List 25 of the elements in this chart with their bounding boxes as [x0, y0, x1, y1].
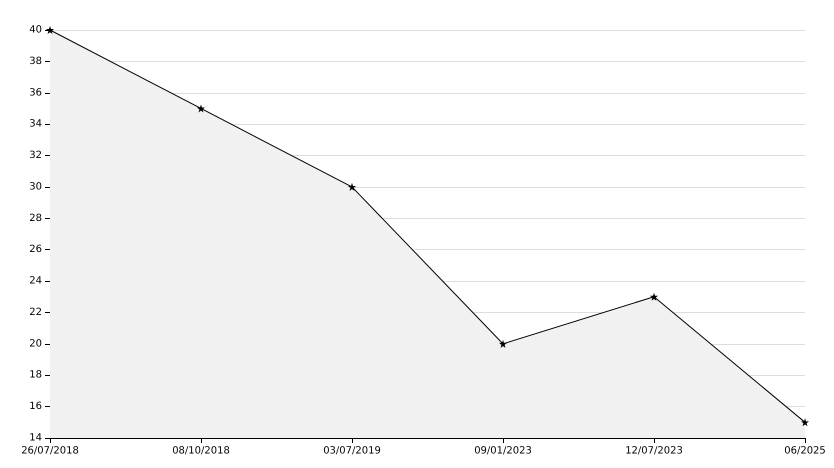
- y-tick-label: 30: [29, 181, 42, 192]
- y-tick-label: 24: [29, 276, 42, 287]
- x-tick-label: 26/07/2018: [21, 446, 79, 456]
- y-tick-label: 28: [29, 212, 42, 224]
- x-tick-label: 08/10/2018: [172, 446, 230, 456]
- y-tick-label: 22: [29, 306, 42, 318]
- x-tick-label: 03/07/2019: [323, 446, 381, 456]
- point: [499, 340, 507, 348]
- y-tick-label: 16: [29, 401, 42, 412]
- y-tick-label: 38: [29, 56, 42, 67]
- y-tick-label: 14: [29, 432, 42, 444]
- y-tick-label: 36: [29, 87, 42, 98]
- x-tick-label: 09/01/2023: [474, 446, 532, 456]
- y-tick-label: 26: [29, 244, 42, 256]
- y-tick-label: 34: [29, 118, 42, 130]
- point: [650, 292, 658, 301]
- x-tick-label: 06/2025: [784, 446, 826, 456]
- x-tick-label: 12/07/2023: [625, 446, 683, 456]
- y-tick-label: 32: [29, 150, 42, 162]
- y-tick-label: 20: [29, 338, 42, 350]
- y-tick-label: 40: [29, 24, 42, 36]
- point: [197, 104, 205, 112]
- point: [348, 182, 356, 191]
- point: [801, 418, 809, 426]
- y-tick-label: 18: [29, 370, 42, 381]
